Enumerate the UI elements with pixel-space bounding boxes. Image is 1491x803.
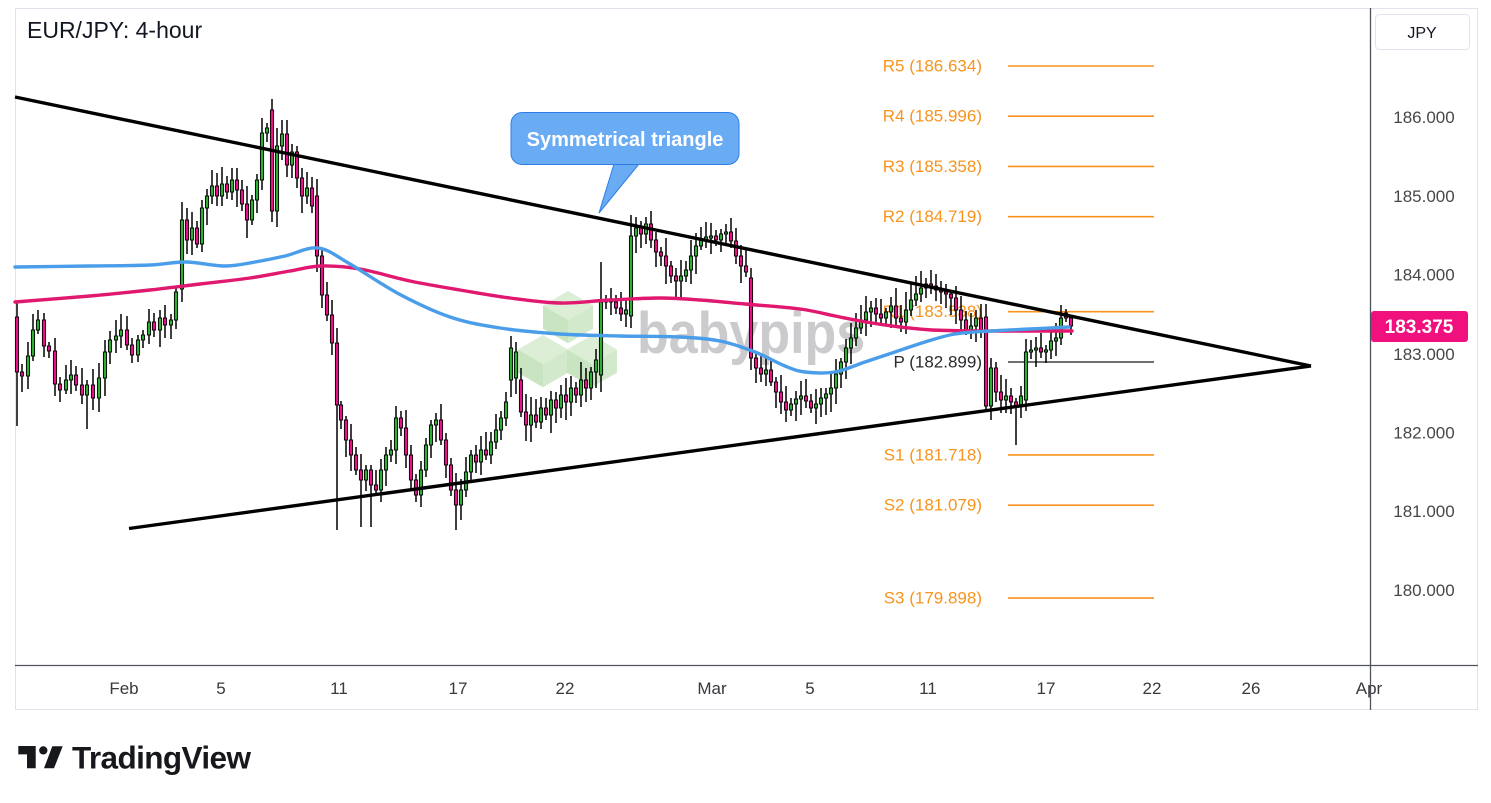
svg-text:P (182.899): P (182.899) [893,353,982,372]
svg-text:EUR/JPY: 4-hour: EUR/JPY: 4-hour [27,17,202,43]
svg-text:R3 (185.358): R3 (185.358) [883,157,982,176]
svg-text:183.375: 183.375 [1385,317,1454,338]
svg-text:17: 17 [449,679,468,698]
svg-text:R2 (184.719): R2 (184.719) [883,207,982,226]
svg-text:S1 (181.718): S1 (181.718) [884,445,982,464]
svg-text:17: 17 [1037,679,1056,698]
svg-text:TradingView: TradingView [72,740,251,776]
svg-text:S2 (181.079): S2 (181.079) [884,496,982,515]
svg-text:5: 5 [805,679,814,698]
svg-text:R5 (186.634): R5 (186.634) [883,57,982,76]
svg-text:11: 11 [919,679,937,698]
svg-text:S3 (179.898): S3 (179.898) [884,589,982,608]
svg-text:182.000: 182.000 [1393,424,1454,443]
svg-text:186.000: 186.000 [1393,108,1454,127]
svg-text:184.000: 184.000 [1393,266,1454,285]
svg-text:11: 11 [330,679,348,698]
svg-text:R4 (185.996): R4 (185.996) [883,107,982,126]
svg-text:22: 22 [1143,679,1162,698]
svg-text:180.000: 180.000 [1393,581,1454,600]
svg-text:5: 5 [216,679,225,698]
svg-text:181.000: 181.000 [1393,502,1454,521]
svg-text:185.000: 185.000 [1393,187,1454,206]
svg-text:Symmetrical triangle: Symmetrical triangle [527,129,724,151]
svg-text:Mar: Mar [697,679,727,698]
svg-text:22: 22 [556,679,575,698]
svg-text:183.000: 183.000 [1393,345,1454,364]
svg-text:26: 26 [1242,679,1261,698]
svg-text:JPY: JPY [1407,25,1437,42]
svg-text:Feb: Feb [109,679,138,698]
svg-text:Apr: Apr [1356,679,1383,698]
